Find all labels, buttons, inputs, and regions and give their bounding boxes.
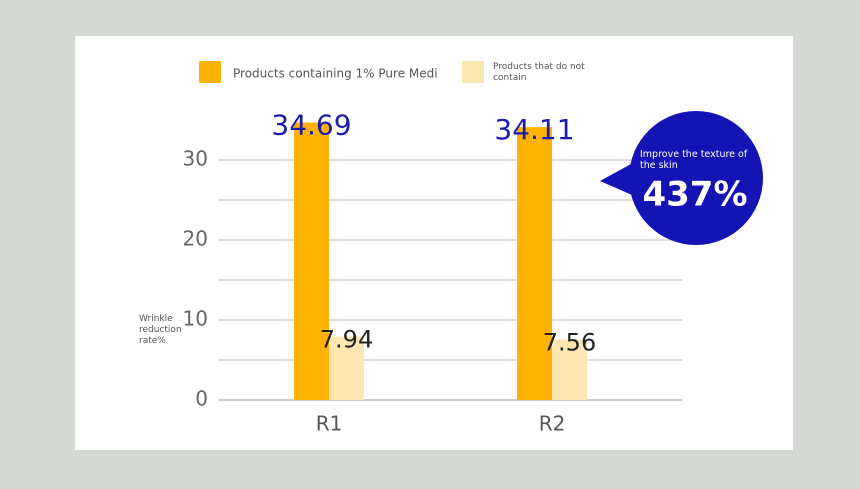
- legend-label: Products that do not contain: [493, 62, 585, 83]
- legend-swatch: [199, 61, 221, 83]
- bar: [294, 122, 329, 400]
- x-tick-label: R2: [539, 412, 566, 436]
- y-axis-label: Wrinkle reduction rate%: [139, 314, 182, 346]
- bar: [329, 336, 364, 400]
- callout-value: 437%: [642, 175, 747, 215]
- y-tick-label: 0: [195, 387, 208, 411]
- x-tick-label: R1: [316, 412, 343, 436]
- value-label: 34.11: [494, 113, 574, 146]
- value-label: 7.94: [320, 325, 373, 353]
- y-tick-label: 10: [183, 307, 208, 331]
- legend-swatch: [462, 61, 484, 83]
- bar: [517, 127, 552, 401]
- y-tick-label: 20: [183, 227, 208, 251]
- value-label: 7.56: [543, 329, 596, 357]
- y-tick-label: 30: [183, 147, 208, 171]
- bar: [552, 339, 587, 400]
- value-label: 34.69: [271, 108, 351, 141]
- legend-label: Products containing 1% Pure Medi: [233, 67, 438, 81]
- callout-bubble: [629, 111, 763, 245]
- callout-text: Improve the texture of the skin: [640, 149, 748, 172]
- panel: [75, 36, 793, 450]
